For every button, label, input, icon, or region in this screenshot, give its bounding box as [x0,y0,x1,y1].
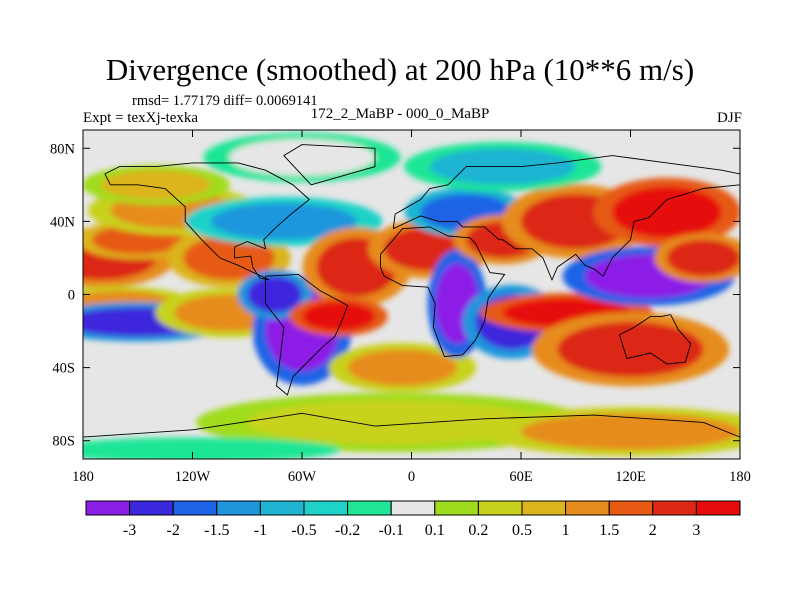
coastline [380,226,506,358]
colorbar-label: 0.5 [512,522,532,539]
colorbar-swatch [129,500,174,516]
colorbar-label: 3 [692,522,700,539]
field-blob [612,186,722,238]
y-tick-label: 40S [52,361,75,377]
field-blob [183,236,275,280]
colorbar-swatch [434,500,479,516]
coastline [265,273,349,396]
x-tick-label: 120W [175,469,211,485]
field-blob [347,349,458,386]
colorbar-swatch [608,500,654,516]
colorbar-swatch [172,500,218,516]
experiment-label: Expt = texXj-texka [83,110,199,126]
colorbar-swatch [303,500,349,516]
colorbar-swatch [565,500,610,516]
coastlines [83,144,740,438]
season-label: DJF [716,110,742,126]
colorbar-label: -2 [167,522,180,539]
divergence-field [83,132,740,459]
colorbar-swatch [390,500,436,516]
colorbar-label: -3 [123,522,136,539]
y-tick-label: 80S [52,434,75,450]
coastline [619,314,692,365]
coastline [83,412,740,438]
colorbar-label: -0.1 [379,522,404,539]
field-blob [557,321,704,377]
colorbar-label: 1.5 [599,522,619,539]
y-tick-label: 40N [50,214,76,230]
x-tick-label: 180 [72,469,94,485]
colorbar-label: 0.1 [425,522,445,539]
y-tick-label: 80N [50,141,76,157]
colorbar-swatch [259,500,305,516]
map-plot-area [83,130,740,459]
colorbar-swatch [695,500,741,516]
field-blob [667,239,740,277]
colorbar-swatch [85,500,131,516]
x-tick-label: 0 [408,469,415,485]
x-tick-label: 60E [509,469,533,485]
colorbar-swatch [652,500,697,516]
x-tick-label: 120E [615,469,646,485]
colorbar-label: -0.2 [335,522,360,539]
coastline [392,155,740,282]
field-blob [247,400,540,445]
y-tick-label: 0 [68,288,75,304]
experiment-subtitle: 172_2_MaBP - 000_0_MaBP [310,106,490,122]
rmsd-stats: rmsd= 1.77179 diff= 0.0069141 [132,93,318,109]
field-blob [521,413,740,450]
x-tick-label: 180 [729,469,751,485]
field-blob [229,139,375,176]
colorbar-label: -1.5 [204,522,229,539]
chart-title: Divergence (smoothed) at 200 hPa (10**6 … [105,52,695,87]
field-blob [247,276,302,313]
colorbar-label: 0.2 [468,522,488,539]
colorbar-label: -1 [254,522,267,539]
field-blob [302,301,375,332]
field-blob [210,203,357,240]
field-blob [83,440,302,459]
field-blob [101,170,211,200]
colorbar-swatch [216,500,261,516]
coastline [104,162,310,281]
coastline [283,144,376,186]
colorbar-label: 1 [562,522,570,539]
colorbar: -3 -2 -1.5 -1 -0.5 -0.2 -0.1 0.1 0.2 0.5 1 1.5 2 3 [85,500,741,539]
map-axes: 180 120W 60W 0 60E 120E 180 80N 40N 0 40S 80S [50,130,751,485]
colorbar-swatch [347,500,392,516]
colorbar-swatch [477,500,523,516]
colorbar-label: -0.5 [291,522,316,539]
x-tick-label: 60W [288,469,317,485]
colorbar-label: 2 [649,522,657,539]
colorbar-swatch [521,500,567,516]
